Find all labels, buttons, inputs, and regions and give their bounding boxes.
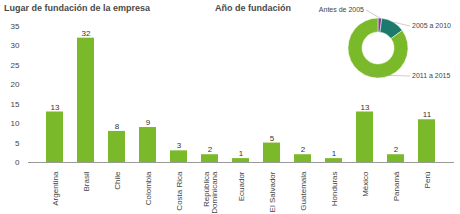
svg-text:2: 2	[301, 145, 306, 154]
svg-text:Costa Rica: Costa Rica	[175, 171, 184, 211]
svg-text:Antes de 2005: Antes de 2005	[319, 6, 364, 13]
svg-text:5: 5	[270, 134, 275, 143]
svg-text:Argentina: Argentina	[51, 171, 60, 206]
svg-text:11: 11	[423, 110, 432, 119]
svg-text:1: 1	[239, 149, 244, 158]
svg-text:15: 15	[11, 100, 20, 109]
svg-text:13: 13	[361, 103, 370, 112]
svg-text:México: México	[361, 171, 370, 197]
svg-text:30: 30	[11, 41, 20, 50]
svg-text:1: 1	[332, 149, 337, 158]
svg-text:3: 3	[177, 141, 182, 150]
svg-text:2: 2	[394, 145, 399, 154]
svg-text:0: 0	[15, 158, 20, 167]
svg-text:2: 2	[208, 145, 213, 154]
svg-text:Chile: Chile	[113, 171, 122, 190]
svg-text:13: 13	[51, 103, 60, 112]
svg-text:Ecuador: Ecuador	[237, 171, 246, 201]
svg-text:2005 a 2010: 2005 a 2010	[412, 22, 451, 29]
svg-text:Guatemala: Guatemala	[299, 171, 308, 211]
svg-text:32: 32	[82, 29, 91, 38]
html-text:Año de fundación: Año de fundación	[215, 3, 291, 13]
svg-text:8: 8	[115, 122, 120, 131]
svg-text:5: 5	[15, 139, 20, 148]
svg-text:2011 a 2015: 2011 a 2015	[412, 72, 451, 79]
svg-text:35: 35	[11, 22, 20, 31]
svg-text:Honduras: Honduras	[330, 172, 339, 207]
svg-text:Perú: Perú	[423, 172, 432, 189]
svg-text:Panamá: Panamá	[392, 171, 401, 201]
svg-text:20: 20	[11, 80, 20, 89]
svg-text:RepúblicaDominicana: RepúblicaDominicana	[202, 171, 219, 214]
svg-text:25: 25	[11, 61, 20, 70]
html-text:Lugar de fundación de la empre: Lugar de fundación de la empresa	[4, 3, 150, 13]
svg-text:El Salvador: El Salvador	[268, 171, 277, 212]
svg-text:9: 9	[146, 118, 151, 127]
svg-text:Colombia: Colombia	[144, 171, 153, 205]
svg-text:10: 10	[11, 119, 20, 128]
svg-text:Brasil: Brasil	[82, 171, 91, 191]
